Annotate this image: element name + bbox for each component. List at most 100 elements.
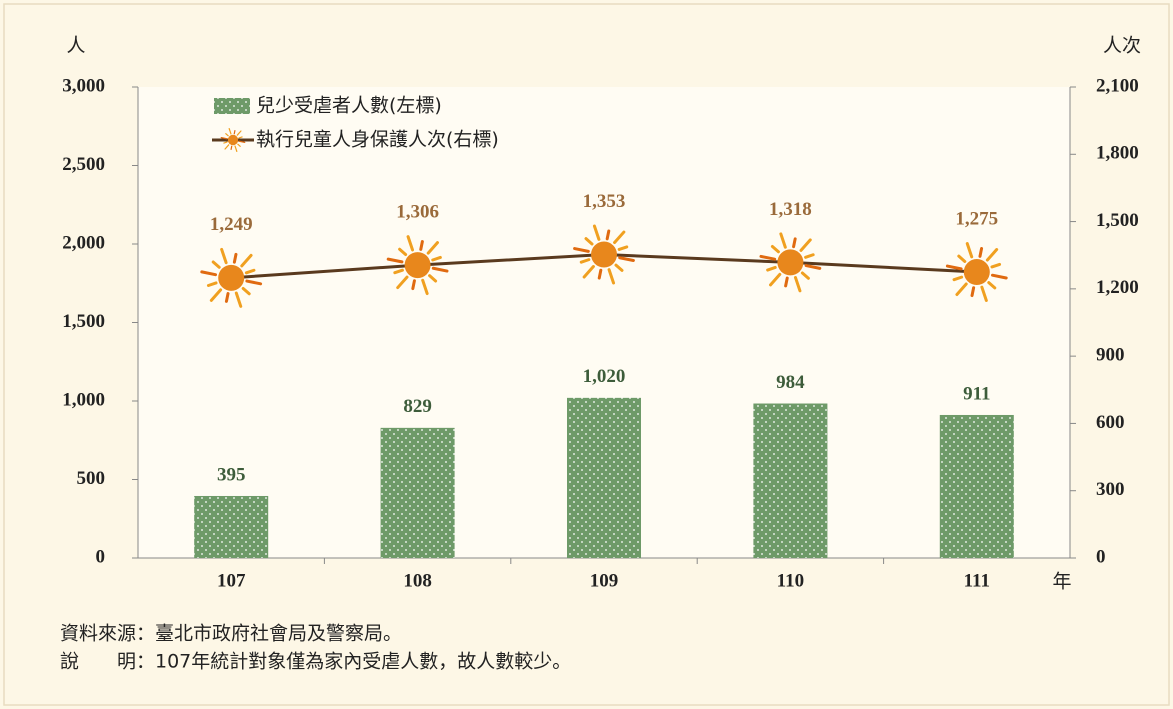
y2-tick-label: 0 <box>1096 546 1106 567</box>
marker-ray <box>211 260 221 269</box>
marker-ray <box>985 248 999 262</box>
marker-ray <box>784 276 789 288</box>
y2-tick-label: 1,800 <box>1096 143 1139 164</box>
marker-ray <box>244 268 256 275</box>
marker-ray <box>206 281 218 287</box>
marker-ray <box>792 237 797 249</box>
marker-ray <box>980 285 988 302</box>
marker <box>573 224 635 285</box>
marker-ray <box>224 144 230 150</box>
x-tick-label: 108 <box>403 570 432 591</box>
marker-ray <box>225 133 229 137</box>
marker-ray <box>419 240 424 251</box>
marker-ray <box>952 275 964 282</box>
marker-ray <box>228 128 232 135</box>
marker-ray <box>431 255 442 262</box>
bar <box>753 403 828 558</box>
marker-ray <box>605 229 611 241</box>
marker-ray <box>945 264 963 271</box>
y2-tick-label: 1,500 <box>1096 210 1139 231</box>
x-tick-label: 107 <box>217 570 246 591</box>
x-tick-label: 111 <box>964 570 990 591</box>
marker-ray <box>759 254 777 261</box>
bar <box>567 397 641 558</box>
marker-ray <box>224 292 230 303</box>
marker-ray <box>232 252 238 264</box>
bar <box>939 414 1014 558</box>
marker-ray <box>220 137 228 140</box>
bar <box>380 427 455 558</box>
marker-ray <box>592 224 601 241</box>
marker-core <box>227 134 239 146</box>
marker-ray <box>965 242 974 259</box>
marker-ray <box>957 254 967 263</box>
bar <box>194 495 269 558</box>
marker-ray <box>800 271 810 280</box>
marker-ray <box>236 130 242 136</box>
legend-swatch <box>214 98 250 114</box>
marker-ray <box>584 237 594 246</box>
y2-tick-label: 300 <box>1096 479 1125 500</box>
marker-ray <box>386 257 404 264</box>
y-tick-label: 2,000 <box>62 232 105 253</box>
y-tick-label: 1,500 <box>62 311 105 332</box>
marker-ray <box>241 286 251 296</box>
marker-ray <box>579 258 591 264</box>
legend-marker <box>220 128 246 152</box>
x-tick-label: 109 <box>590 570 619 591</box>
marker-ray <box>769 272 782 287</box>
marker-core <box>404 252 431 279</box>
y-tick-label: 2,500 <box>62 154 105 175</box>
marker-ray <box>804 264 822 270</box>
marker-ray <box>421 278 429 296</box>
marker-ray <box>799 238 812 252</box>
marker-ray <box>426 241 439 255</box>
line-value-label: 1,306 <box>396 201 439 222</box>
marker-ray <box>209 288 223 302</box>
y-tick-label: 1,000 <box>62 389 105 410</box>
marker-ray <box>804 253 815 259</box>
marker-ray <box>230 145 233 151</box>
marker-ray <box>582 265 595 279</box>
marker-ray <box>220 247 228 265</box>
marker-ray <box>955 282 968 297</box>
marker <box>759 232 822 293</box>
marker-ray <box>987 281 997 290</box>
marker-ray <box>978 247 984 258</box>
marker-ray <box>613 230 626 245</box>
marker-ray <box>793 276 802 293</box>
y2-axis-label: 人次 <box>1103 35 1141 57</box>
note: 說 明：107年統計對象僅為家內受虐人數，故人數較少。 <box>60 651 571 673</box>
marker-core <box>591 241 617 268</box>
y-axis-label: 人 <box>66 35 85 57</box>
marker-ray <box>770 245 780 254</box>
marker-ray <box>411 279 416 291</box>
marker-ray <box>406 235 415 252</box>
line-value-label: 1,275 <box>955 208 998 229</box>
marker-ray <box>393 268 404 275</box>
marker-ray <box>607 268 616 285</box>
note: 資料來源：臺北市政府社會局及警察局。 <box>60 623 402 645</box>
legend-label: 執行兒童人身保護人次(右標) <box>256 129 499 151</box>
marker-ray <box>970 286 976 298</box>
legend-label: 兒少受虐者人數(左標) <box>256 95 442 117</box>
marker-ray <box>766 265 777 272</box>
marker-ray <box>234 291 243 308</box>
line-value-label: 1,318 <box>769 199 812 220</box>
marker-ray <box>618 256 635 263</box>
marker <box>200 247 263 308</box>
y2-tick-label: 600 <box>1096 412 1125 433</box>
bar-value-label: 1,020 <box>583 366 626 387</box>
marker-ray <box>238 136 243 139</box>
marker-ray <box>223 141 228 144</box>
marker-ray <box>398 247 408 256</box>
marker-ray <box>597 268 603 280</box>
marker-ray <box>428 274 438 283</box>
marker-ray <box>990 262 1002 269</box>
marker-ray <box>200 270 218 277</box>
marker-ray <box>431 266 449 273</box>
marker-ray <box>617 245 629 251</box>
x-axis-label: 年 <box>1052 571 1071 593</box>
marker-ray <box>990 273 1008 280</box>
